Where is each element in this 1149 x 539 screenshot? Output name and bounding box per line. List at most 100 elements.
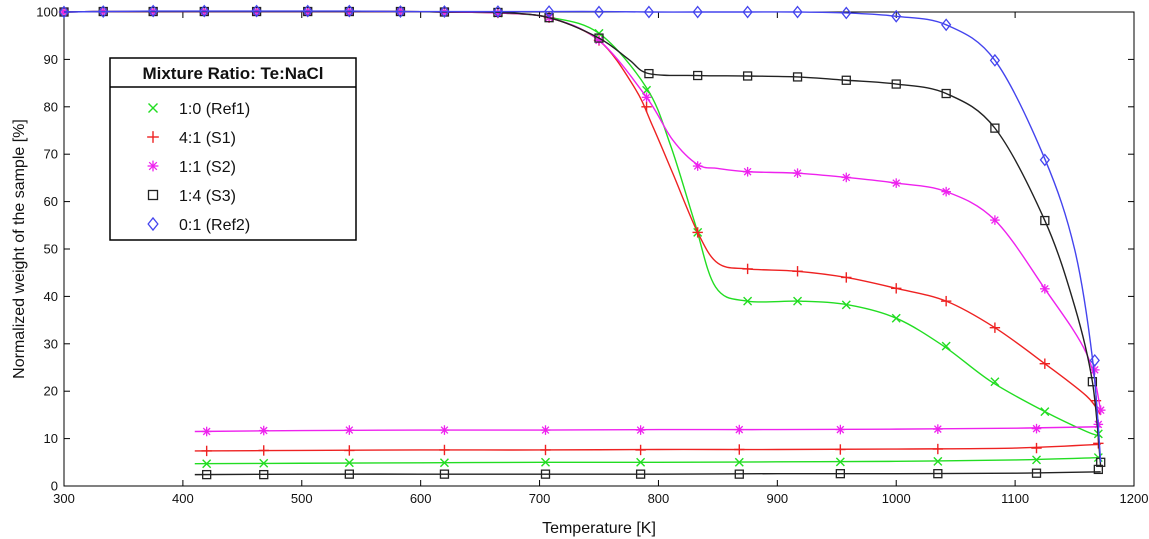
data-point — [932, 443, 944, 455]
data-point — [644, 68, 654, 79]
data-point — [1040, 407, 1050, 417]
data-point — [734, 424, 745, 435]
y-tick-label: 0 — [51, 479, 58, 494]
data-point — [891, 283, 902, 294]
data-point — [641, 92, 652, 103]
legend-box — [109, 57, 357, 241]
data-point — [259, 469, 269, 480]
x-tick-label: 1100 — [1001, 491, 1029, 506]
y-tick-label: 90 — [44, 52, 58, 67]
data-point — [940, 295, 952, 307]
data-point — [734, 469, 744, 479]
data-point — [734, 444, 745, 455]
data-point — [492, 5, 504, 18]
y-tick-label: 60 — [44, 194, 58, 209]
data-point — [58, 5, 70, 19]
data-point — [990, 123, 1000, 133]
data-point — [251, 4, 262, 18]
x-tick-label: 700 — [529, 491, 551, 506]
legend: Mixture Ratio: Te:NaCl 1:0 (Ref1) 4:1 (S1… — [109, 57, 357, 241]
y-tick-label: 100 — [36, 5, 58, 20]
legend-entry: 0:1 (Ref2) — [147, 216, 250, 234]
data-point — [742, 166, 753, 177]
data-point — [841, 6, 852, 20]
data-point — [891, 9, 902, 23]
data-point — [941, 88, 951, 99]
data-point — [941, 18, 952, 32]
data-point — [344, 445, 355, 456]
data-point — [841, 300, 851, 310]
legend-entry-label: 4:1 (S1) — [179, 130, 236, 147]
data-point — [148, 4, 159, 18]
data-point — [990, 377, 1000, 387]
data-point — [792, 266, 803, 277]
series-cooling-line — [194, 426, 1101, 433]
data-point — [540, 444, 551, 456]
legend-entry: 1:0 (Ref1) — [148, 101, 250, 118]
data-point — [1031, 423, 1042, 434]
data-point — [990, 215, 1000, 225]
data-point — [1031, 442, 1042, 454]
data-point — [835, 444, 846, 455]
data-point — [933, 456, 943, 466]
data-point — [693, 70, 703, 81]
data-point — [841, 272, 852, 283]
data-point — [148, 103, 158, 113]
data-point — [258, 425, 269, 436]
data-point — [933, 469, 943, 479]
data-point — [147, 131, 159, 143]
data-point — [841, 75, 851, 85]
data-point — [147, 189, 159, 201]
data-point — [202, 459, 212, 469]
x-tick-label: 300 — [53, 491, 75, 506]
data-point — [989, 53, 1001, 67]
data-point — [841, 172, 852, 183]
legend-entry: 1:1 (S2) — [147, 159, 236, 176]
x-tick-label: 800 — [648, 491, 670, 506]
data-point — [933, 424, 943, 434]
data-point — [302, 4, 313, 18]
data-point — [793, 296, 803, 306]
data-point — [258, 445, 269, 456]
data-point — [202, 469, 212, 480]
y-tick-label: 40 — [44, 289, 58, 304]
data-point — [742, 263, 753, 275]
data-point — [941, 341, 951, 351]
series-cooling-line — [194, 471, 1101, 476]
y-tick-label: 30 — [44, 336, 58, 351]
y-axis-ticks: 0 10 20 30 40 50 60 70 80 90 100 — [36, 5, 1134, 494]
data-point — [835, 424, 846, 435]
data-point — [259, 458, 269, 468]
data-point — [734, 457, 744, 467]
series-layer — [58, 4, 1106, 480]
y-tick-label: 50 — [44, 242, 58, 257]
legend-entries: 1:0 (Ref1) 4:1 (S1) 1:1 (S2) 1:4 (S3) 0:1 (R… — [147, 101, 250, 234]
data-point — [543, 5, 555, 18]
data-point — [635, 425, 646, 435]
data-point — [636, 457, 646, 467]
data-point — [344, 425, 355, 435]
x-tick-label: 1000 — [882, 491, 911, 506]
data-point — [692, 161, 703, 171]
data-point — [1039, 153, 1050, 167]
data-point — [544, 13, 554, 23]
data-point — [98, 5, 109, 18]
data-point — [835, 469, 845, 479]
data-point — [1040, 215, 1050, 226]
data-point — [594, 33, 604, 43]
data-point — [201, 426, 212, 437]
data-point — [792, 72, 803, 82]
series-heating-line — [63, 10, 1102, 463]
data-point — [1031, 468, 1042, 478]
data-point — [692, 5, 703, 19]
data-point — [439, 469, 450, 479]
data-point — [199, 4, 210, 18]
x-tick-label: 400 — [172, 491, 194, 506]
series — [59, 7, 1103, 469]
data-point — [395, 5, 406, 18]
data-point — [540, 469, 551, 479]
legend-entry: 1:4 (S3) — [147, 188, 236, 205]
x-tick-label: 900 — [766, 491, 788, 506]
x-axis-label: Temperature [K] — [542, 520, 656, 537]
